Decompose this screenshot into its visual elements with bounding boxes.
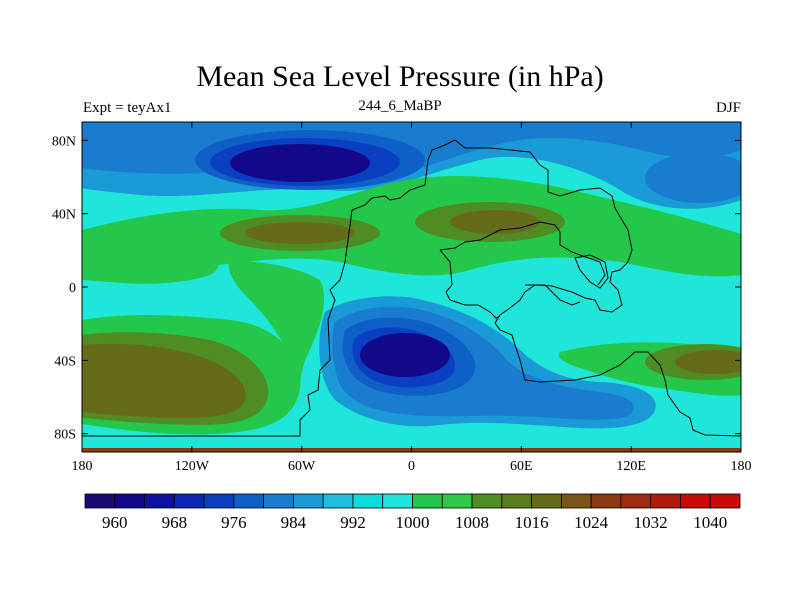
- colorbar-swatch: [144, 493, 175, 509]
- colorbar-swatch: [441, 493, 473, 509]
- coastline: [82, 139, 741, 437]
- field-1004b: [82, 240, 219, 284]
- experiment-label: Expt = teyAx1: [83, 100, 172, 116]
- x-tick-label: 60W: [288, 459, 316, 474]
- colorbar-swatch: [590, 493, 622, 509]
- x-tick-label: 0: [408, 459, 415, 474]
- field-1020d: [675, 350, 741, 374]
- pressure-field: [82, 122, 741, 452]
- field-1004d: [228, 260, 325, 380]
- colorbar-swatch: [501, 493, 532, 509]
- colorbar-label: 1008: [455, 513, 489, 532]
- colorbar-swatch: [322, 493, 354, 509]
- colorbar-swatch: [412, 493, 443, 509]
- period-label: 244_6_MaBP: [358, 98, 442, 114]
- y-tick-label: 80S: [54, 428, 76, 443]
- x-tick-label: 180: [731, 459, 752, 474]
- y-tick-label: 80N: [52, 134, 76, 149]
- colorbar-label: 968: [162, 513, 188, 532]
- colorbar-label: 984: [281, 513, 307, 532]
- field-1020b: [450, 210, 540, 234]
- x-tick-label: 120E: [616, 459, 646, 474]
- field-968: [230, 144, 370, 182]
- colorbar-swatch: [203, 493, 235, 509]
- colorbar-label: 1000: [396, 513, 430, 532]
- colorbar-label: 976: [221, 513, 247, 532]
- field-1020c: [82, 343, 246, 418]
- y-tick-label: 0: [69, 281, 76, 296]
- colorbar-swatch: [560, 493, 592, 509]
- colorbar-swatch: [531, 493, 562, 509]
- field-988b: [645, 153, 741, 203]
- colorbar-swatch: [173, 493, 205, 509]
- y-axis: 80N 40N 0 40S 80S: [52, 134, 741, 443]
- x-tick-label: 60E: [510, 459, 533, 474]
- colorbar-swatch: [650, 493, 681, 509]
- colorbar-swatch: [84, 493, 116, 509]
- colorbar-swatch: [114, 493, 145, 509]
- colorbar-swatch: [233, 493, 265, 509]
- colorbar-swatch: [263, 493, 294, 509]
- field-988c: [600, 122, 741, 152]
- colorbar-label: 960: [102, 513, 128, 532]
- colorbar-swatch: [680, 493, 711, 509]
- chart-title: Mean Sea Level Pressure (in hPa): [196, 60, 604, 93]
- colorbar-label: 1016: [515, 513, 549, 532]
- x-tick-label: 180: [72, 459, 93, 474]
- x-tick-label: 120W: [175, 459, 210, 474]
- colorbar-swatch: [620, 493, 652, 509]
- colorbar-swatch: [293, 493, 324, 509]
- colorbar-label: 1032: [634, 513, 668, 532]
- colorbar-swatch: [382, 493, 413, 509]
- season-label: DJF: [715, 100, 741, 116]
- field-1020: [245, 222, 355, 244]
- y-tick-label: 40N: [52, 208, 76, 223]
- x-axis: 180 120W 60W 0 60E 120E 180: [72, 122, 752, 474]
- colorbar-swatch: [471, 493, 503, 509]
- colorbar-label: 1024: [574, 513, 609, 532]
- field-968b: [360, 333, 450, 377]
- y-tick-label: 40S: [54, 354, 76, 369]
- colorbar-label: 992: [340, 513, 366, 532]
- colorbar-swatch: [709, 493, 741, 509]
- colorbar-label: 1040: [693, 513, 727, 532]
- colorbar-swatch: [352, 493, 384, 509]
- colorbar: 960 968 976 984 992 1000 1008 1016 1024 1032 1040: [84, 493, 741, 532]
